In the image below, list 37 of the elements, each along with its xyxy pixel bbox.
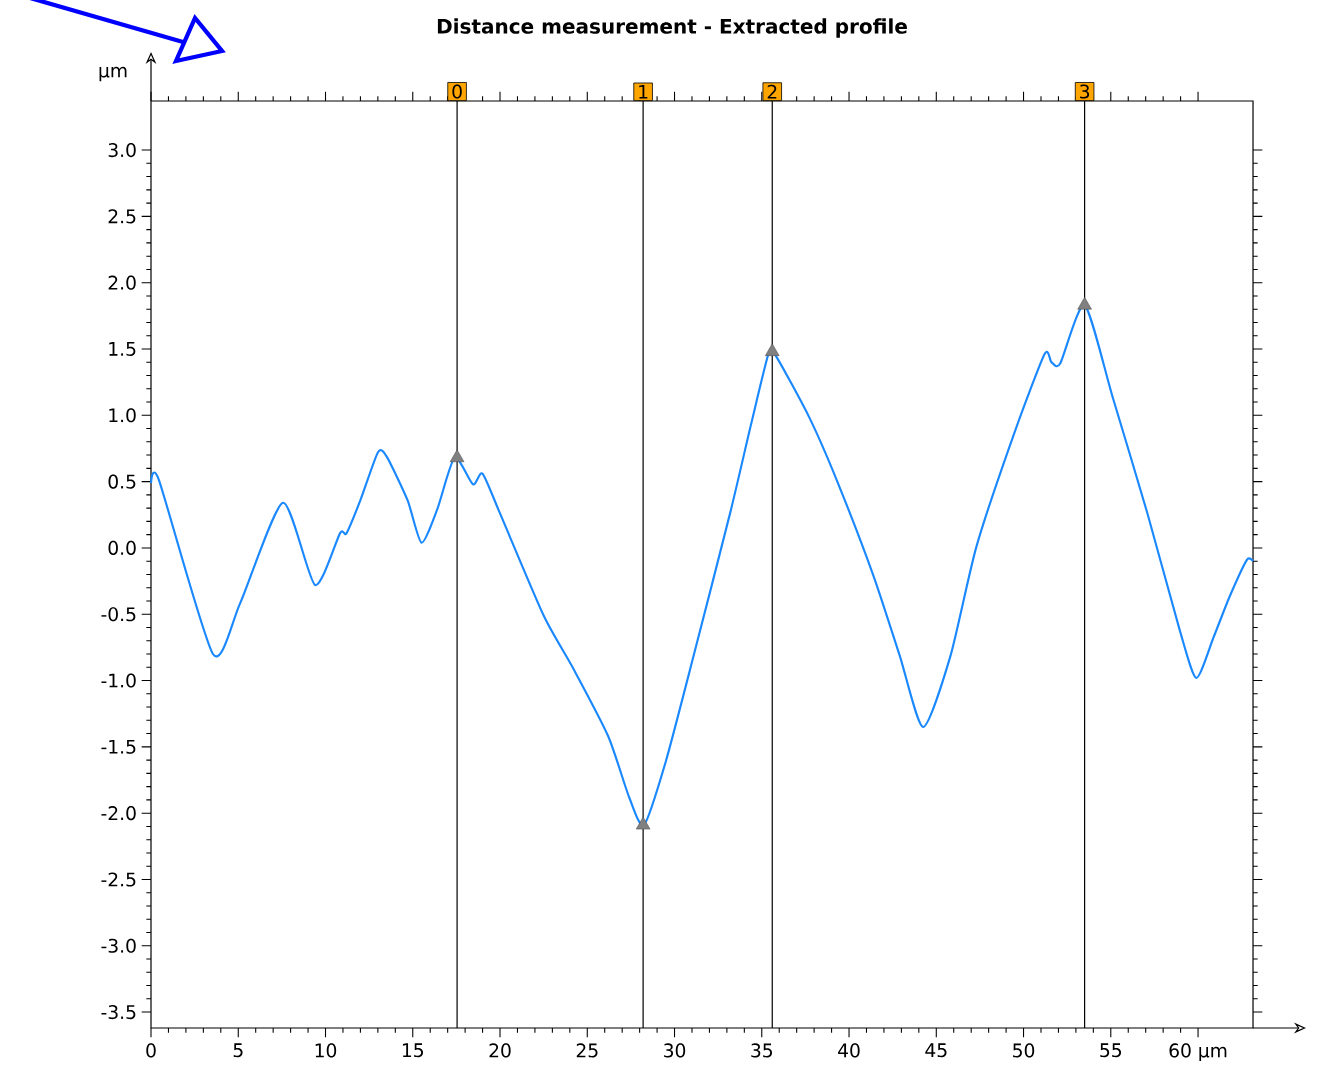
- y-tick-label: 0.5: [108, 474, 136, 489]
- y-tick-label: 3.0: [108, 143, 136, 158]
- x-tick-label: 15: [402, 1043, 424, 1058]
- x-tick-label: 30: [664, 1043, 686, 1058]
- y-tick-label: -1.0: [101, 673, 136, 688]
- point: [765, 343, 780, 356]
- x-tick-label: 45: [925, 1043, 947, 1058]
- y-tick-label: -3.0: [101, 938, 136, 953]
- point: [449, 449, 465, 463]
- y-tick-label: 2.5: [108, 209, 136, 224]
- x-tick-label: 20: [489, 1043, 511, 1058]
- y-tick-label: 1.0: [109, 408, 136, 423]
- point: [635, 816, 651, 830]
- x-tick-label: 0: [146, 1043, 156, 1058]
- y-tick-label: -0.5: [101, 607, 136, 622]
- chart-title: Distance measurement - Extracted profile: [437, 18, 907, 38]
- y-axis-title: µm: [99, 66, 127, 82]
- x-tick-label: 10: [315, 1043, 337, 1058]
- x-tick-label: 50: [1013, 1043, 1035, 1058]
- x-tick-label: 25: [576, 1043, 598, 1058]
- annotation: 2: [767, 84, 777, 99]
- y-tick-label: -2.0: [101, 806, 136, 821]
- x-tick-label: 60 µm: [1169, 1043, 1227, 1062]
- y-tick-label: 2.0: [108, 275, 136, 290]
- y-tick-label: 1.5: [109, 342, 136, 356]
- annotation: 1: [639, 84, 648, 99]
- point: [1077, 296, 1092, 310]
- x-tick-label: 5: [233, 1043, 243, 1058]
- x-tick-label: 55: [1100, 1043, 1122, 1058]
- annotation: 0: [452, 84, 462, 99]
- y-tick-label: -3.5: [101, 1005, 136, 1020]
- y-tick-label: -2.5: [101, 872, 136, 887]
- x-tick-label: 35: [751, 1043, 773, 1058]
- x-tick-label: 40: [838, 1043, 860, 1058]
- y-tick-label: 0.0: [108, 540, 136, 555]
- annotation: 3: [1080, 84, 1090, 99]
- y-tick-label: -1.5: [101, 739, 136, 754]
